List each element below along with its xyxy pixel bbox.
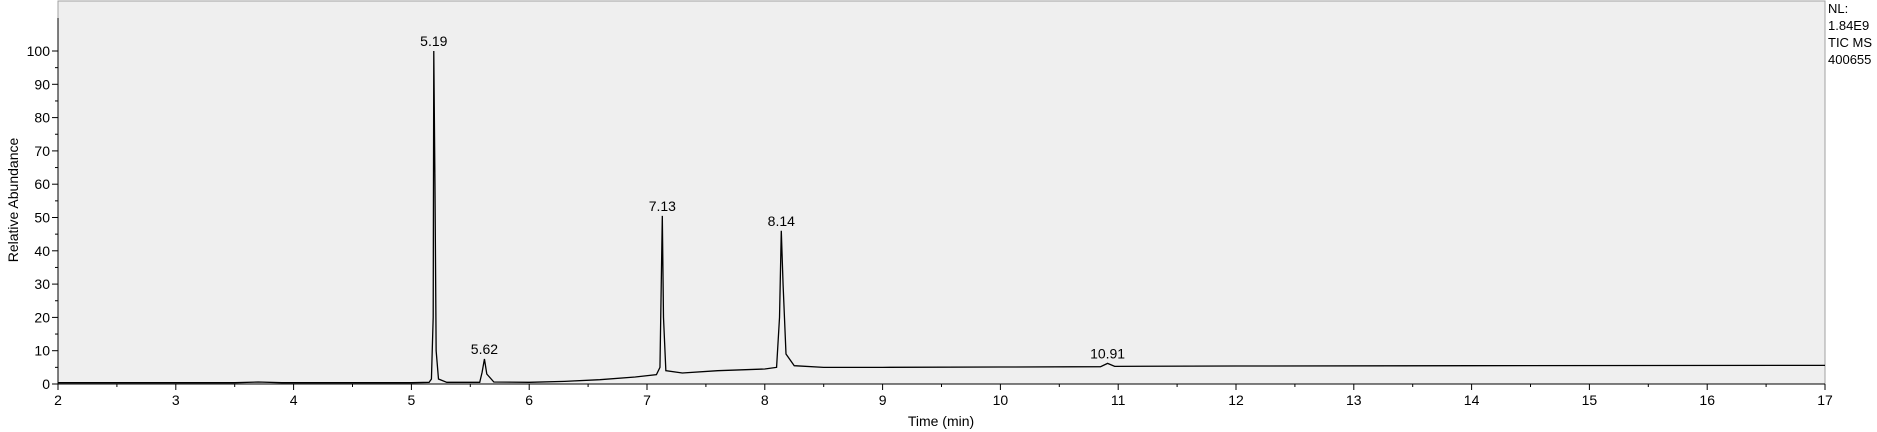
- x-tick-label: 7: [643, 392, 651, 408]
- x-tick-label: 6: [525, 392, 533, 408]
- y-tick-label: 90: [34, 76, 50, 92]
- y-tick-label: 60: [34, 176, 50, 192]
- x-axis-title: Time (min): [908, 413, 974, 429]
- x-tick-label: 8: [761, 392, 769, 408]
- y-tick-label: 40: [34, 243, 50, 259]
- x-tick-label: 10: [993, 392, 1009, 408]
- x-tick-label: 5: [408, 392, 416, 408]
- x-axis: 2 3 4 5 6 7 8 9 10 11 12 13 14 15 16 17: [54, 383, 1833, 408]
- tic-trace-line: [58, 50, 1826, 384]
- x-tick-label: 16: [1699, 392, 1715, 408]
- x-tick-label: 11: [1111, 392, 1126, 408]
- x-tick-label: 12: [1228, 392, 1244, 408]
- sample-id: 400655: [1828, 52, 1872, 67]
- y-tick-label: 10: [34, 343, 50, 359]
- peak-label: 5.19: [420, 33, 447, 49]
- peak-label: 10.91: [1090, 345, 1125, 361]
- y-tick-label: 80: [34, 110, 50, 126]
- peak-label: 8.14: [768, 213, 795, 229]
- x-tick-label: 17: [1817, 392, 1833, 408]
- y-tick-label: 20: [34, 309, 50, 325]
- nl-value: 1.84E9: [1828, 18, 1870, 33]
- y-tick-label: 0: [42, 376, 50, 392]
- peak-labels: 5.19 5.62 7.13 8.14 10.91: [420, 33, 1125, 361]
- y-axis-title: Relative Abundance: [5, 138, 21, 263]
- y-tick-label: 50: [34, 210, 50, 226]
- x-tick-label: 2: [54, 392, 62, 408]
- y-tick-label: 70: [34, 143, 50, 159]
- trace-info-panel: NL: 1.84E9 TIC MS 400655: [1828, 0, 1877, 68]
- peak-label: 7.13: [649, 198, 676, 214]
- y-tick-label: 30: [34, 276, 50, 292]
- y-tick-label: 100: [27, 43, 51, 59]
- x-tick-label: 13: [1346, 392, 1362, 408]
- x-tick-label: 9: [879, 392, 887, 408]
- x-tick-label: 3: [172, 392, 180, 408]
- nl-label: NL:: [1828, 1, 1849, 16]
- peak-label: 5.62: [471, 341, 498, 357]
- y-axis: 0 10 20 30 40 50 60 70 80 90 100: [27, 18, 59, 392]
- x-tick-label: 4: [290, 392, 298, 408]
- x-tick-label: 14: [1464, 392, 1480, 408]
- trace-type: TIC MS: [1828, 35, 1873, 50]
- plot-area: [57, 0, 1826, 385]
- x-tick-label: 15: [1582, 392, 1598, 408]
